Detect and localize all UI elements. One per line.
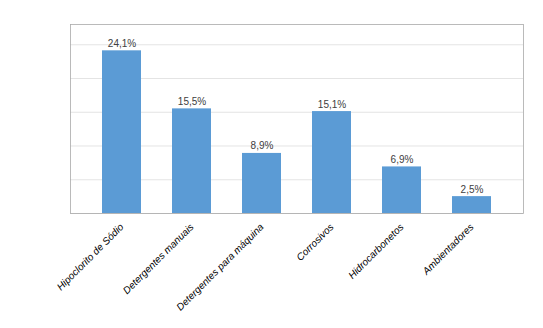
svg-text:Hipoclorito de Sódio: Hipoclorito de Sódio [55, 221, 126, 292]
svg-text:15,1%: 15,1% [318, 99, 346, 110]
svg-text:Detergentes manuais: Detergentes manuais [121, 221, 196, 296]
svg-text:Detergentes para máquina: Detergentes para máquina [174, 221, 266, 313]
svg-text:6,9%: 6,9% [391, 154, 414, 165]
svg-text:8,9%: 8,9% [251, 140, 274, 151]
svg-text:Corrosivos: Corrosivos [294, 221, 336, 263]
svg-text:24,1%: 24,1% [108, 38, 136, 49]
svg-text:2,5%: 2,5% [461, 184, 484, 195]
svg-text:Ambientadores: Ambientadores [420, 221, 476, 277]
svg-text:15,5%: 15,5% [178, 96, 206, 107]
svg-text:Hidrocarbonetos: Hidrocarbonetos [346, 221, 406, 281]
